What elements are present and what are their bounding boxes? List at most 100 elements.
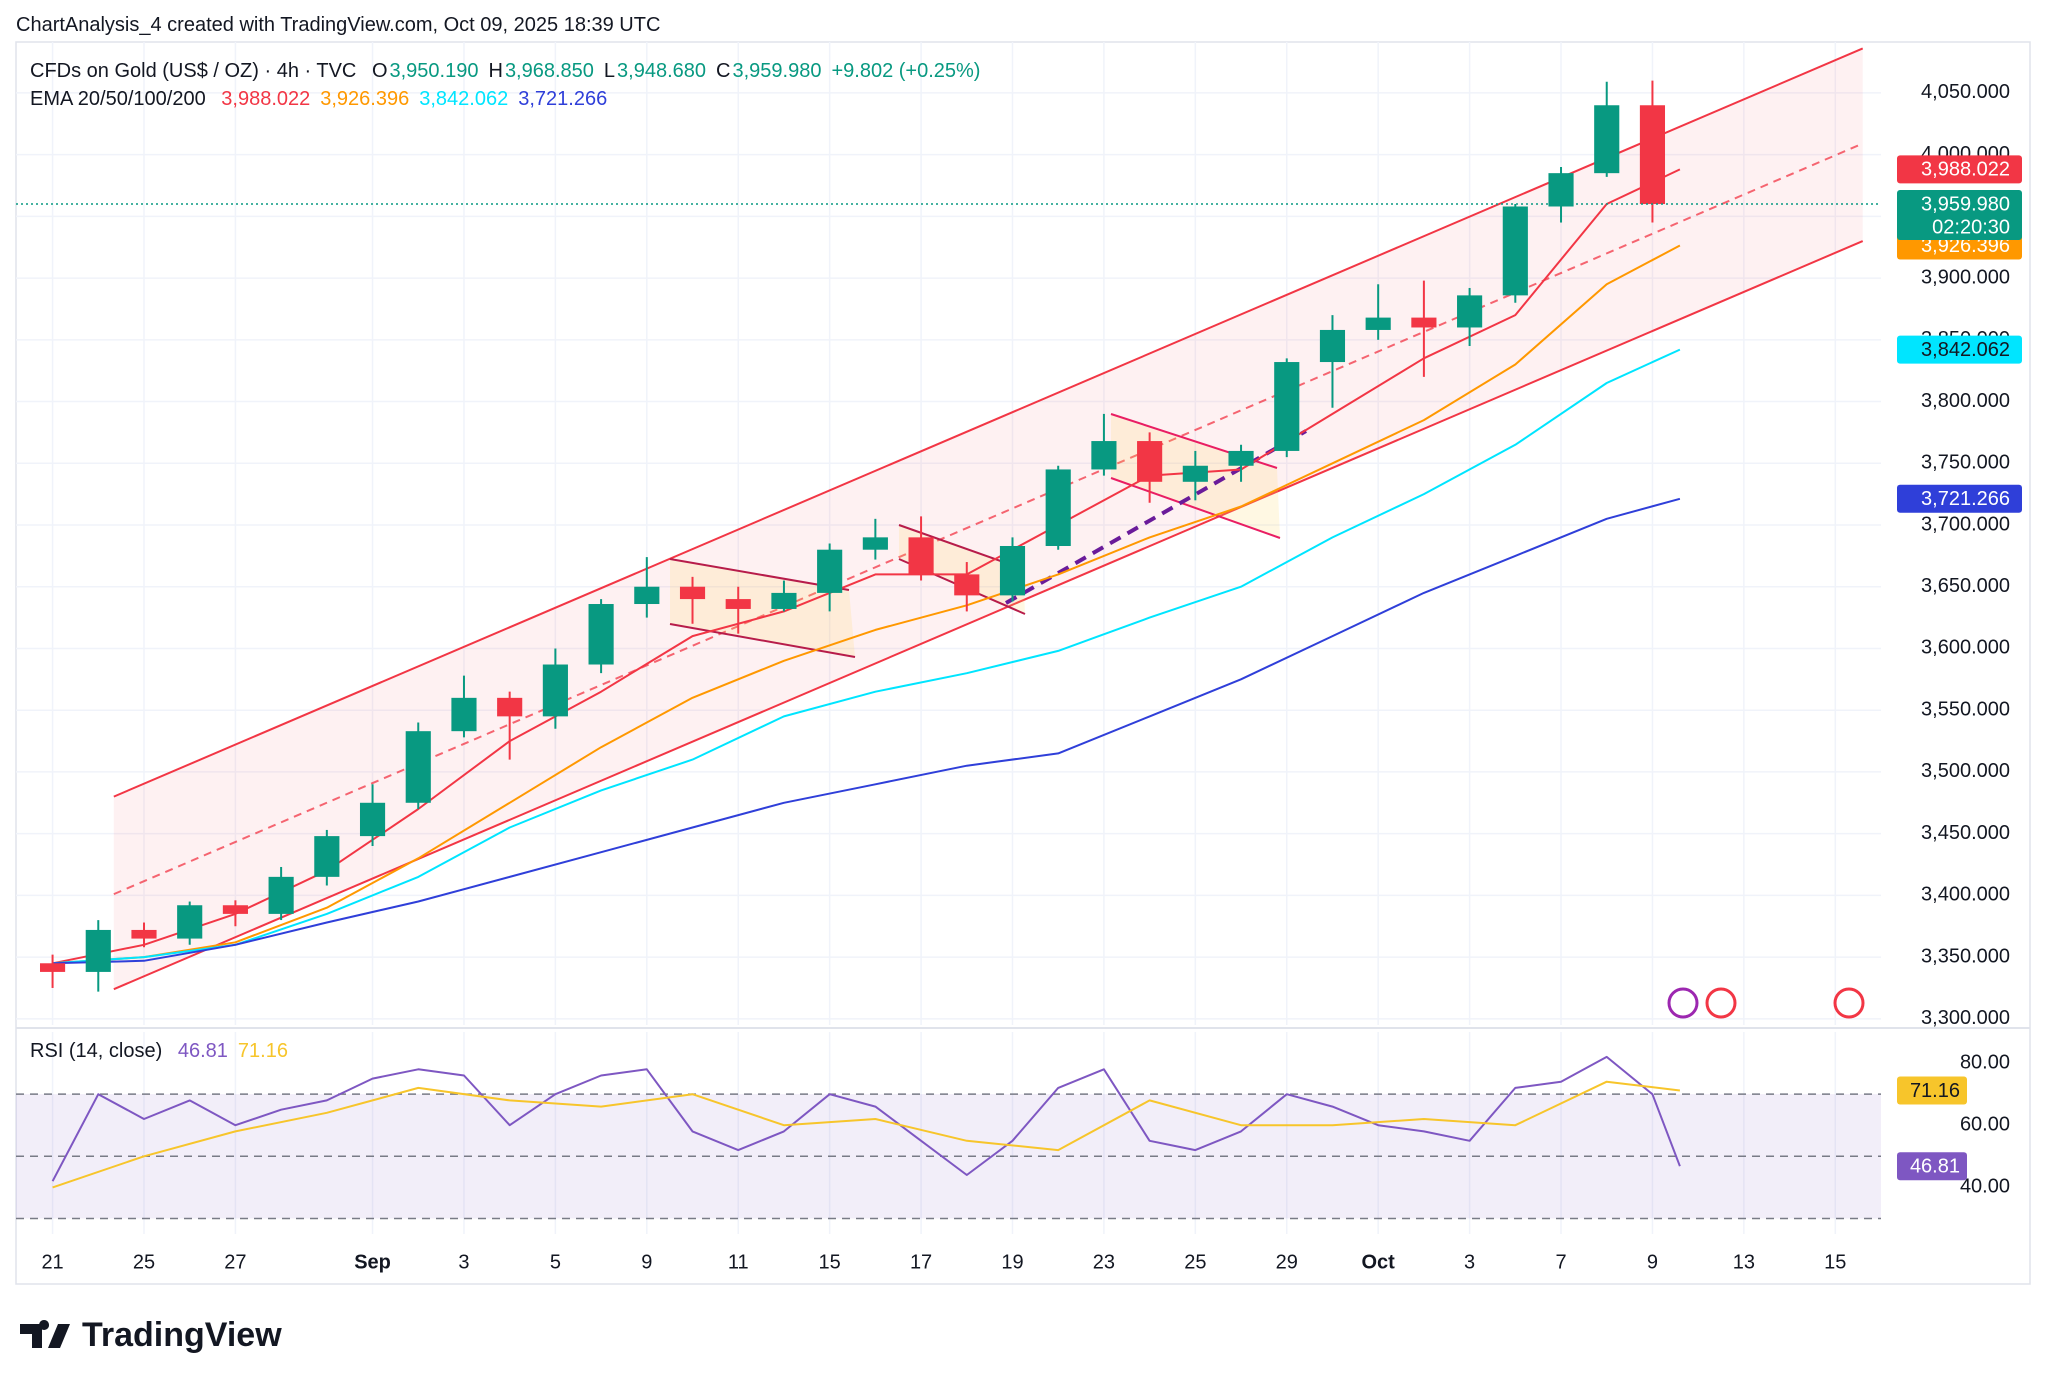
x-tick-label: 25 (1184, 1251, 1206, 1273)
change: +9.802 (+0.25%) (831, 60, 981, 82)
y-tick-label: 3,600.000 (1921, 637, 2010, 659)
rsi-tick-label: 40.00 (1960, 1176, 2010, 1198)
candle-body (1045, 469, 1071, 546)
price-label-box (1897, 484, 2022, 513)
candle-body (817, 549, 843, 593)
ema-value: 3,988.022 (221, 88, 311, 110)
y-tick-label: 3,450.000 (1921, 822, 2010, 844)
x-tick-label: 21 (41, 1251, 63, 1273)
candle-body (1137, 441, 1163, 482)
candle-body (1594, 105, 1620, 174)
symbol-title: CFDs on Gold (US$ / OZ) · 4h · TVC (30, 60, 357, 82)
ema-value: 3,926.396 (320, 88, 410, 110)
x-tick-label: 19 (1001, 1251, 1023, 1273)
x-tick-label: 5 (550, 1251, 561, 1273)
candle-body (131, 929, 157, 939)
candle-body (999, 545, 1026, 596)
y-tick-label: 3,350.000 (1921, 945, 2010, 967)
price-label-box (1897, 335, 2022, 364)
candle-body (679, 586, 706, 600)
ohlc-key: O (371, 60, 388, 82)
y-tick-label: 3,400.000 (1921, 884, 2010, 906)
x-tick-label: 29 (1276, 1251, 1298, 1273)
candle-body (359, 802, 386, 837)
ema-title: EMA 20/50/100/200 (30, 88, 206, 110)
event-icon (1667, 987, 1699, 1019)
channel-middle (113, 142, 1864, 896)
y-tick-label: 3,650.000 (1921, 575, 2010, 597)
candle-body (451, 697, 477, 732)
ohlc-key: C (716, 60, 731, 82)
candle-body (497, 697, 523, 717)
chart-frame (15, 41, 2031, 1285)
rsi-title: RSI (14, close) (30, 1040, 163, 1062)
candle-body (908, 537, 934, 575)
candle-body (1457, 295, 1483, 328)
candle-body (542, 664, 568, 717)
flag-line (669, 623, 856, 658)
caption: ChartAnalysis_4 created with TradingView… (16, 14, 661, 36)
rsi-line (52, 1080, 1681, 1189)
price-label: 3,988.022 (1921, 159, 2010, 181)
price-label: 3,721.266 (1921, 488, 2010, 510)
y-tick-label: 3,800.000 (1921, 390, 2010, 412)
y-tick-label: 3,700.000 (1921, 513, 2010, 535)
rsi-label: 46.81 (1910, 1156, 1960, 1178)
logo-mark (20, 1320, 70, 1348)
rsi-label: 71.16 (1910, 1080, 1960, 1102)
ema-line (52, 348, 1681, 965)
flag-line (1110, 477, 1281, 539)
price-label: 3,926.396 (1921, 235, 2010, 257)
price-label-box (1897, 155, 2022, 184)
rsi-label-box (1897, 1152, 1967, 1181)
x-tick-label: Sep (354, 1251, 391, 1273)
x-tick-label: 9 (641, 1251, 652, 1273)
candle-body (954, 574, 980, 596)
ema-legend: EMA 20/50/100/200 3,988.022 3,926.396 3,84… (30, 88, 609, 111)
candle-body (725, 599, 751, 609)
ohlc-value: 3,968.850 (504, 60, 594, 82)
rsi-legend: RSI (14, close) 46.81 71.16 (30, 1040, 290, 1063)
price-legend: CFDs on Gold (US$ / OZ) · 4h · TVC O 3,95… (30, 60, 982, 83)
rsi-value: 46.81 (177, 1040, 228, 1062)
x-tick-label: 17 (910, 1251, 932, 1273)
x-tick-label: 11 (728, 1251, 749, 1273)
candle-body (1639, 105, 1666, 205)
x-tick-label: 27 (224, 1251, 246, 1273)
candle-body (1365, 317, 1391, 330)
channel-fill (113, 48, 1863, 990)
rsi-label-box (1897, 1076, 1967, 1105)
x-tick-label: 7 (1555, 1251, 1566, 1273)
candle-body (39, 963, 66, 972)
ohlc-value: 3,959.980 (732, 60, 822, 82)
grid (16, 42, 1881, 1234)
price-label: 3,842.062 (1921, 339, 2010, 361)
brand-name: TradingView (82, 1316, 282, 1354)
candle-body (268, 876, 294, 914)
rsi-value: 71.16 (237, 1040, 288, 1062)
price-label: 3,959.980 (1921, 193, 2010, 215)
ohlc-key: H (488, 60, 503, 82)
price-label-box (1897, 190, 2022, 241)
y-tick-label: 3,900.000 (1921, 266, 2010, 288)
y-tick-label: 3,300.000 (1921, 1007, 2010, 1029)
x-tick-label: 3 (458, 1251, 469, 1273)
candle-body (85, 929, 111, 972)
candle-body (1548, 173, 1574, 207)
x-tick-label: 25 (133, 1251, 155, 1273)
x-tick-label: 15 (819, 1251, 841, 1273)
y-tick-label: 4,050.000 (1921, 81, 2010, 103)
ohlc-value: 3,948.680 (617, 60, 707, 82)
x-tick-label: 9 (1647, 1251, 1658, 1273)
channel-lower (113, 240, 1864, 991)
x-tick-label: 23 (1093, 1251, 1115, 1273)
candle-body (177, 905, 203, 939)
y-tick-label: 3,500.000 (1921, 760, 2010, 782)
candle-body (862, 537, 888, 550)
countdown: 02:20:30 (1932, 216, 2010, 238)
candle-body (634, 586, 660, 605)
candle-body (1411, 317, 1437, 328)
ohlc-key: L (603, 60, 616, 82)
